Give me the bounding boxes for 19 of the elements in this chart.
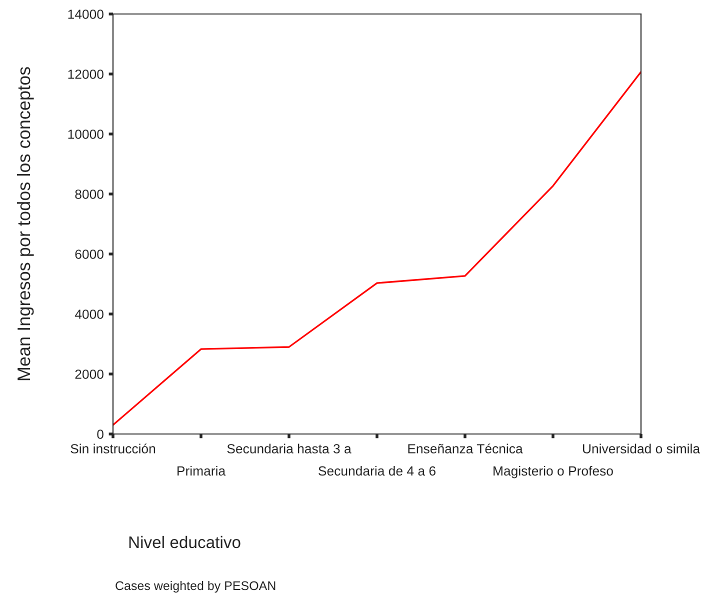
y-tick-label: 10000 [68, 130, 104, 139]
y-tick-label: 6000 [75, 250, 104, 259]
x-tick-label: Secundaria hasta 3 a [227, 444, 352, 454]
y-tick-label: 0 [97, 430, 104, 439]
line-series [113, 71, 641, 426]
x-tick-label: Enseñanza Técnica [408, 444, 523, 454]
x-tick-label: Sin instrucción [70, 444, 156, 454]
x-tick-label: Universidad o simila [582, 444, 700, 454]
y-tick-label: 14000 [68, 10, 104, 19]
y-tick-label: 12000 [68, 70, 104, 79]
y-axis-title: Mean Ingresos por todos los conceptos [16, 67, 34, 380]
text: Cases weighted by PESOAN [116, 580, 276, 593]
x-tick-label: Magisterio o Profeso [494, 466, 613, 478]
y-tick-label: 2000 [75, 370, 104, 379]
y-tick-label: 8000 [75, 190, 104, 199]
text: Nivel educativo [129, 536, 240, 548]
x-tick-label: Secundaria de 4 a 6 [318, 466, 436, 476]
y-tick-label: 4000 [74, 310, 104, 319]
x-tick-label: Primaria [178, 466, 226, 476]
